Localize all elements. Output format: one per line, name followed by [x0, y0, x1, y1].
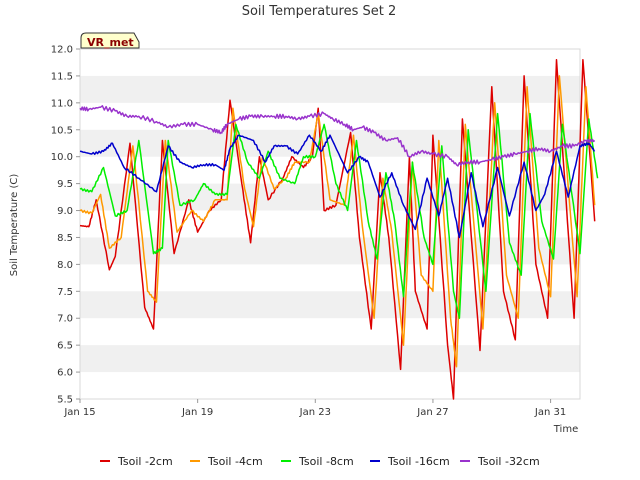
y-tick-label: 5.5 [57, 395, 73, 406]
x-axis-label: Time [553, 424, 578, 435]
x-tick-label: Jan 23 [299, 407, 331, 418]
y-axis-label: Soil Temperature (C) [9, 174, 20, 277]
legend-label: Tsoil -16cm [387, 455, 450, 468]
x-axis-ticks: Jan 15 Jan 19 Jan 23 Jan 27 Jan 31 [63, 399, 566, 418]
legend-label: Tsoil -32cm [477, 455, 540, 468]
series-line-tsoil-16cm [79, 134, 596, 239]
y-tick-label: 6.5 [57, 341, 73, 352]
y-tick-label: 11.5 [51, 71, 73, 82]
series-lines [79, 59, 599, 400]
x-tick-label: Jan 31 [534, 407, 566, 418]
y-tick-label: 9.0 [57, 206, 73, 217]
grid-band [80, 75, 580, 103]
legend-label: Tsoil -2cm [117, 455, 173, 468]
y-tick-label: 10.5 [51, 125, 73, 136]
grid-band [80, 291, 580, 319]
legend-label: Tsoil -4cm [207, 455, 263, 468]
y-tick-label: 12.0 [51, 45, 73, 56]
vr-met-badge: VR_met [80, 32, 140, 49]
y-tick-label: 11.0 [51, 98, 73, 109]
chart-title: Soil Temperatures Set 2 [242, 4, 397, 19]
y-tick-label: 7.0 [57, 314, 73, 325]
badge-label: VR_met [87, 36, 134, 49]
y-tick-label: 6.0 [57, 368, 73, 379]
grid-band [80, 345, 580, 373]
y-tick-label: 9.5 [57, 179, 73, 190]
x-tick-label: Jan 15 [63, 407, 95, 418]
y-tick-label: 10.0 [51, 152, 73, 163]
y-tick-label: 8.0 [57, 260, 73, 271]
y-axis-ticks: 5.5 6.0 6.5 7.0 7.5 8.0 8.5 9.0 9.5 10.0 10.5 11.0 1… [51, 45, 80, 406]
series-line-tsoil-32cm [79, 105, 596, 167]
legend-label: Tsoil -8cm [298, 455, 354, 468]
series-line-tsoil-8cm [79, 112, 599, 319]
y-tick-label: 8.5 [57, 233, 73, 244]
legend: Tsoil -2cm Tsoil -4cm Tsoil -8cm Tsoil -16c… [100, 455, 540, 468]
x-tick-label: Jan 27 [416, 407, 448, 418]
x-tick-label: Jan 19 [181, 407, 213, 418]
y-tick-label: 7.5 [57, 287, 73, 298]
badge-box [80, 32, 140, 49]
